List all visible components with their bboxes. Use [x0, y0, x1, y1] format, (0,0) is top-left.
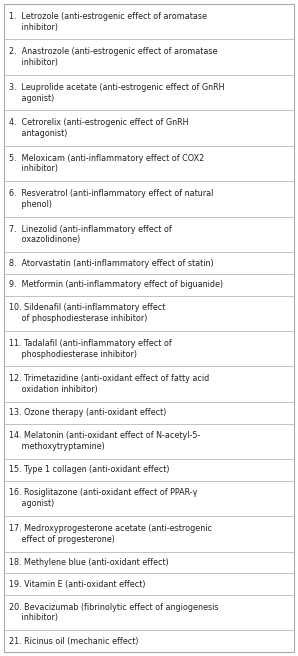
Text: 21. Ricinus oil (mechanic effect): 21. Ricinus oil (mechanic effect): [9, 637, 139, 646]
Text: 7.  Linezolid (anti-inflammatory effect of
     oxazolidinone): 7. Linezolid (anti-inflammatory effect o…: [9, 224, 172, 244]
Text: 16. Rosiglitazone (anti-oxidant effect of PPAR-γ
     agonist): 16. Rosiglitazone (anti-oxidant effect o…: [9, 489, 197, 508]
Text: 5.  Meloxicam (anti-inflammatory effect of COX2
     inhibitor): 5. Meloxicam (anti-inflammatory effect o…: [9, 154, 204, 173]
Text: 9.  Metformin (anti-inflammatory effect of biguanide): 9. Metformin (anti-inflammatory effect o…: [9, 280, 223, 289]
Text: 3.  Leuprolide acetate (anti-estrogenic effect of GnRH
     agonist): 3. Leuprolide acetate (anti-estrogenic e…: [9, 83, 224, 102]
Text: 12. Trimetazidine (anti-oxidant effect of fatty acid
     oxidation inhibitor): 12. Trimetazidine (anti-oxidant effect o…: [9, 375, 209, 394]
Text: 19. Vitamin E (anti-oxidant effect): 19. Vitamin E (anti-oxidant effect): [9, 579, 145, 588]
Text: 17. Medroxyprogesterone acetate (anti-estrogenic
     effect of progesterone): 17. Medroxyprogesterone acetate (anti-es…: [9, 524, 212, 544]
Text: 13. Ozone therapy (anti-oxidant effect): 13. Ozone therapy (anti-oxidant effect): [9, 408, 166, 417]
Text: 18. Methylene blue (anti-oxidant effect): 18. Methylene blue (anti-oxidant effect): [9, 558, 169, 567]
Text: 4.  Cetrorelix (anti-estrogenic effect of GnRH
     antagonist): 4. Cetrorelix (anti-estrogenic effect of…: [9, 118, 189, 138]
Text: 10. Sildenafil (anti-inflammatory effect
     of phosphodiesterase inhibitor): 10. Sildenafil (anti-inflammatory effect…: [9, 303, 165, 323]
Text: 2.  Anastrozole (anti-estrogenic effect of aromatase
     inhibitor): 2. Anastrozole (anti-estrogenic effect o…: [9, 47, 218, 67]
Text: 6.  Resveratrol (anti-inflammatory effect of natural
     phenol): 6. Resveratrol (anti-inflammatory effect…: [9, 189, 213, 209]
Text: 11. Tadalafil (anti-inflammatory effect of
     phosphodiesterase inhibitor): 11. Tadalafil (anti-inflammatory effect …: [9, 338, 172, 359]
Text: 1.  Letrozole (anti-estrogenic effect of aromatase
     inhibitor): 1. Letrozole (anti-estrogenic effect of …: [9, 12, 207, 31]
Text: 8.  Atorvastatin (anti-inflammatory effect of statin): 8. Atorvastatin (anti-inflammatory effec…: [9, 258, 214, 268]
Text: 15. Type 1 collagen (anti-oxidant effect): 15. Type 1 collagen (anti-oxidant effect…: [9, 465, 170, 474]
Text: 20. Bevacizumab (fibrinolytic effect of angiogenesis
     inhibitor): 20. Bevacizumab (fibrinolytic effect of …: [9, 603, 218, 623]
Text: 14. Melatonin (anti-oxidant effect of N-acetyl-5-
     methoxytryptamine): 14. Melatonin (anti-oxidant effect of N-…: [9, 432, 200, 451]
